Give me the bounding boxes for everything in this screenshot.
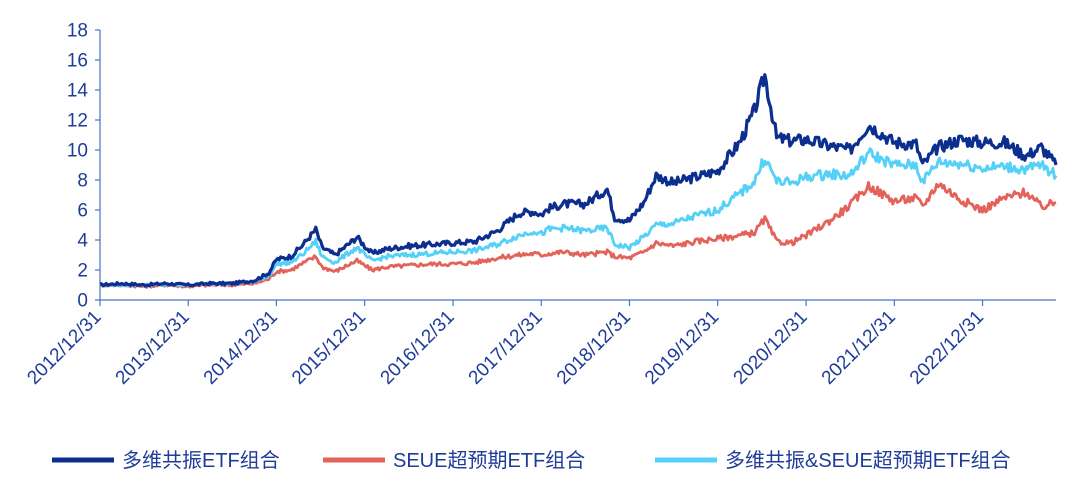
x-tick-label: 2016/12/31 bbox=[377, 307, 459, 389]
y-tick-label: 6 bbox=[77, 201, 88, 222]
x-tick-label: 2012/12/31 bbox=[23, 307, 105, 389]
x-tick-label: 2015/12/31 bbox=[288, 307, 370, 389]
x-tick-label: 2018/12/31 bbox=[553, 307, 635, 389]
y-tick-group: 0 2 4 6 8 10 12 14 16 18 bbox=[67, 21, 100, 312]
x-tick-label: 2013/12/31 bbox=[112, 307, 194, 389]
y-axis: 0 2 4 6 8 10 12 14 16 18 bbox=[67, 21, 101, 312]
x-tick-label: 2017/12/31 bbox=[465, 307, 547, 389]
series-line-0 bbox=[99, 73, 1058, 288]
y-tick-label: 2 bbox=[77, 261, 88, 282]
x-tick-label: 2020/12/31 bbox=[730, 307, 812, 389]
series-line-2 bbox=[99, 147, 1058, 288]
y-tick-label: 14 bbox=[67, 81, 89, 102]
y-tick-label: 4 bbox=[77, 231, 88, 252]
x-axis: 2012/12/31 2013/12/31 2014/12/31 2015/12/31… bbox=[23, 299, 1056, 389]
y-tick-label: 12 bbox=[67, 111, 88, 132]
y-tick-label: 16 bbox=[67, 51, 88, 72]
legend-label-2: 多维共振&SEUE超预期ETF组合 bbox=[725, 449, 1011, 472]
y-tick-label: 18 bbox=[67, 21, 88, 42]
x-tick-label: 2022/12/31 bbox=[906, 307, 988, 389]
x-tick-label: 2021/12/31 bbox=[818, 307, 900, 389]
x-tick-label: 2014/12/31 bbox=[200, 307, 282, 389]
series-lines bbox=[98, 73, 1058, 289]
y-tick-label: 8 bbox=[77, 171, 88, 192]
legend-label-1: SEUE超预期ETF组合 bbox=[393, 449, 585, 472]
y-tick-label: 0 bbox=[77, 291, 88, 312]
legend-label-0: 多维共振ETF组合 bbox=[122, 449, 280, 472]
x-tick-group: 2012/12/31 2013/12/31 2014/12/31 2015/12/31… bbox=[23, 300, 988, 389]
legend: 多维共振ETF组合 SEUE超预期ETF组合 多维共振&SEUE超预期ETF组合 bbox=[52, 449, 1011, 472]
series-line-1 bbox=[98, 180, 1057, 289]
x-tick-label: 2019/12/31 bbox=[641, 307, 723, 389]
y-tick-label: 10 bbox=[67, 141, 88, 162]
